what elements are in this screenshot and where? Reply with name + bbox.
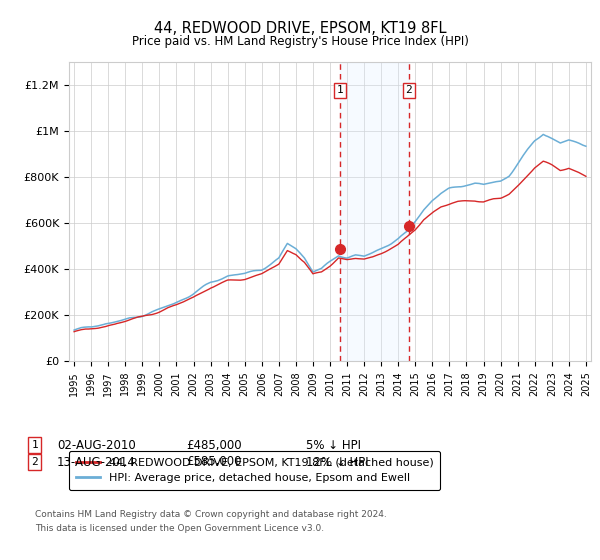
Text: 44, REDWOOD DRIVE, EPSOM, KT19 8FL: 44, REDWOOD DRIVE, EPSOM, KT19 8FL: [154, 21, 446, 36]
Text: 12% ↓ HPI: 12% ↓ HPI: [306, 455, 368, 469]
Text: 1: 1: [337, 86, 343, 95]
Text: 1: 1: [31, 440, 38, 450]
Text: Contains HM Land Registry data © Crown copyright and database right 2024.: Contains HM Land Registry data © Crown c…: [35, 510, 386, 519]
Text: Price paid vs. HM Land Registry's House Price Index (HPI): Price paid vs. HM Land Registry's House …: [131, 35, 469, 48]
Text: £485,000: £485,000: [186, 438, 242, 452]
Text: 13-AUG-2014: 13-AUG-2014: [57, 455, 136, 469]
Legend: 44, REDWOOD DRIVE, EPSOM, KT19 8FL (detached house), HPI: Average price, detache: 44, REDWOOD DRIVE, EPSOM, KT19 8FL (deta…: [69, 451, 440, 490]
Text: £585,000: £585,000: [186, 455, 241, 469]
Text: 02-AUG-2010: 02-AUG-2010: [57, 438, 136, 452]
Text: 2: 2: [406, 86, 412, 95]
Text: This data is licensed under the Open Government Licence v3.0.: This data is licensed under the Open Gov…: [35, 524, 324, 533]
Text: 2: 2: [31, 457, 38, 467]
Text: 5% ↓ HPI: 5% ↓ HPI: [306, 438, 361, 452]
Bar: [340, 62, 409, 361]
